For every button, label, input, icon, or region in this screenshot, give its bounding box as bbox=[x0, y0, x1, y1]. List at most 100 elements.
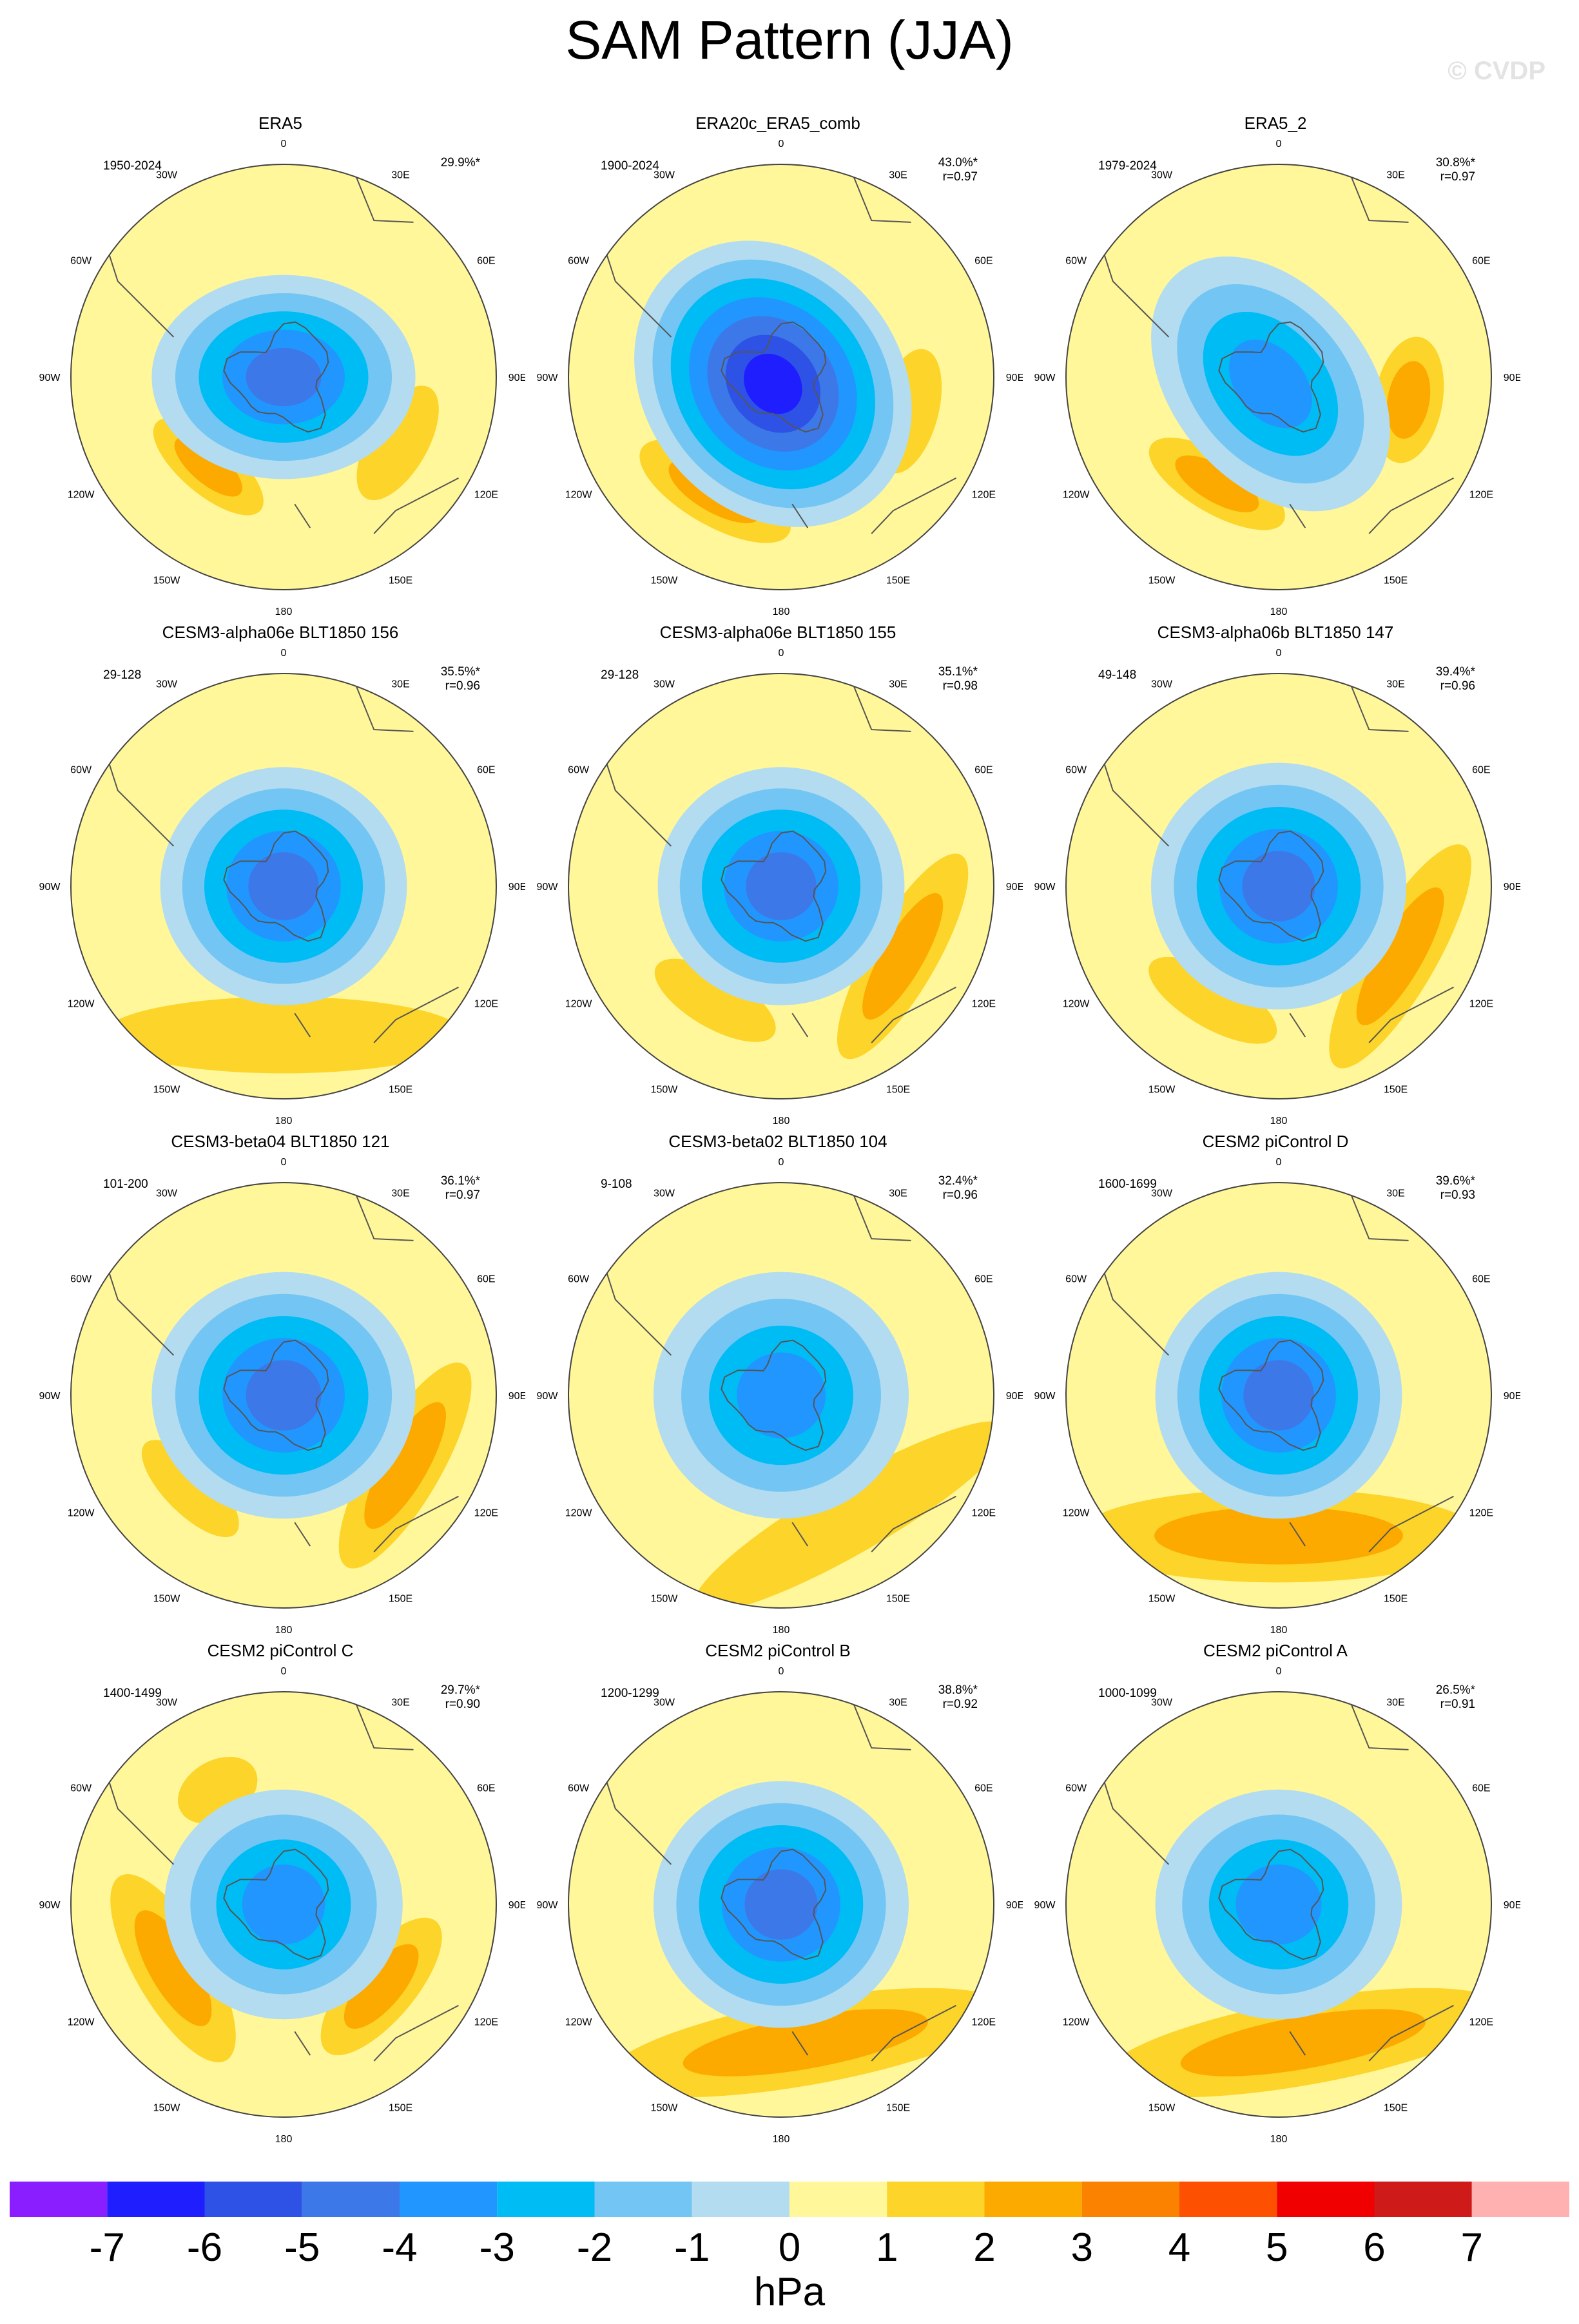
longitude-label: 60W bbox=[1065, 1274, 1087, 1285]
antarctica-coastline bbox=[1218, 830, 1324, 942]
map-border bbox=[568, 164, 994, 590]
map-panel: 0 30E 60E 90E 120E 150E 180 150W 120W 90W 60W 30W CE… bbox=[1031, 1131, 1520, 1640]
colorbar-tick-label: 5 bbox=[1266, 2225, 1288, 2270]
longitude-label: 90E bbox=[1504, 1900, 1520, 1911]
longitude-label: 90W bbox=[537, 1900, 559, 1911]
longitude-label: 0 bbox=[779, 1157, 784, 1168]
longitude-label: 60W bbox=[568, 256, 590, 267]
longitude-label: 60W bbox=[568, 1783, 590, 1794]
longitude-label: 120E bbox=[474, 490, 498, 501]
polar-map: 0 30E 60E 90E 120E 150E 180 150W 120W 90W 60W 30W bbox=[39, 648, 525, 1127]
africa-coastline bbox=[355, 686, 414, 732]
panel-period: 49-148 bbox=[1098, 668, 1137, 682]
panel-title: ERA5 bbox=[258, 113, 302, 133]
map-border bbox=[1065, 164, 1492, 590]
longitude-label: 0 bbox=[1276, 648, 1282, 659]
panel-pattern-corr: r=0.92 bbox=[942, 1698, 978, 1711]
longitude-label: 120W bbox=[68, 490, 95, 501]
polar-map: 0 30E 60E 90E 120E 150E 180 150W 120W 90W 60W 30W bbox=[39, 1666, 525, 2145]
longitude-label: 150W bbox=[153, 1084, 181, 1095]
australia-coastline bbox=[373, 986, 459, 1043]
longitude-label: 150W bbox=[651, 2102, 679, 2113]
panel-title: ERA20c_ERA5_comb bbox=[695, 113, 860, 133]
longitude-label: 0 bbox=[779, 139, 784, 150]
longitude-label: 150E bbox=[886, 1593, 910, 1604]
africa-coastline bbox=[853, 1704, 911, 1750]
panel-variance-pct: 36.1%* bbox=[440, 1174, 480, 1188]
map-panel: 0 30E 60E 90E 120E 150E 180 150W 120W 90W 60W 30W CE… bbox=[533, 1640, 1023, 2149]
longitude-label: 30E bbox=[889, 1188, 907, 1199]
colorbar-tick-label: -4 bbox=[382, 2225, 417, 2270]
panel-variance-pct: 35.1%* bbox=[938, 665, 978, 679]
colorbar-frame bbox=[10, 2182, 1569, 2217]
map-panel: 0 30E 60E 90E 120E 150E 180 150W 120W 90W 60W 30W CE… bbox=[533, 1131, 1023, 1640]
longitude-label: 30E bbox=[1386, 1698, 1404, 1709]
longitude-label: 120W bbox=[68, 1508, 95, 1519]
longitude-label: 150E bbox=[886, 1084, 910, 1095]
longitude-label: 90E bbox=[1006, 1391, 1023, 1402]
longitude-label: 30E bbox=[391, 1698, 409, 1709]
longitude-label: 0 bbox=[281, 1157, 287, 1168]
panel-title: CESM3-beta02 BLT1850 104 bbox=[668, 1132, 887, 1151]
colorbar-tick-label: 4 bbox=[1168, 2225, 1190, 2270]
new-zealand-coastline bbox=[791, 503, 809, 528]
panel-title: CESM2 piControl A bbox=[1203, 1641, 1348, 1660]
low-contour bbox=[242, 1864, 325, 1944]
longitude-label: 150W bbox=[1148, 2102, 1176, 2113]
map-border bbox=[1065, 673, 1492, 1099]
longitude-label: 150E bbox=[389, 1084, 412, 1095]
panel-pattern-corr: r=0.97 bbox=[445, 1188, 480, 1202]
colorbar-tick-label: -5 bbox=[284, 2225, 320, 2270]
new-zealand-coastline bbox=[294, 503, 311, 528]
new-zealand-coastline bbox=[791, 2031, 809, 2056]
longitude-label: 150W bbox=[153, 575, 181, 586]
colorbar-tick-label: 6 bbox=[1363, 2225, 1385, 2270]
panel-pattern-corr: r=0.96 bbox=[1440, 679, 1475, 693]
longitude-label: 60W bbox=[70, 765, 92, 776]
longitude-label: 120E bbox=[972, 1508, 996, 1519]
australia-coastline bbox=[871, 1495, 956, 1553]
low-contour bbox=[1228, 339, 1312, 429]
australia-coastline bbox=[871, 477, 956, 534]
low-contour bbox=[744, 353, 802, 414]
longitude-label: 120W bbox=[68, 2017, 95, 2028]
longitude-label: 30W bbox=[156, 1698, 178, 1709]
polar-map: 0 30E 60E 90E 120E 150E 180 150W 120W 90W 60W 30W bbox=[537, 1157, 1023, 1636]
longitude-label: 150E bbox=[1384, 1084, 1408, 1095]
longitude-label: 180 bbox=[1270, 1116, 1288, 1127]
antarctica-coastline bbox=[223, 1339, 329, 1451]
panel-variance-pct: 29.7%* bbox=[440, 1683, 480, 1697]
longitude-label: 0 bbox=[1276, 1157, 1282, 1168]
longitude-label: 120W bbox=[565, 490, 593, 501]
polar-map: 0 30E 60E 90E 120E 150E 180 150W 120W 90W 60W 30W bbox=[537, 1666, 1023, 2145]
longitude-label: 60E bbox=[477, 256, 495, 267]
longitude-label: 150E bbox=[389, 1593, 412, 1604]
longitude-label: 120W bbox=[565, 2017, 593, 2028]
polar-map: 0 30E 60E 90E 120E 150E 180 150W 120W 90W 60W 30W bbox=[39, 1157, 525, 1636]
panel-title: CESM3-alpha06e BLT1850 156 bbox=[162, 623, 399, 642]
longitude-label: 30W bbox=[156, 1188, 178, 1199]
panel-title: CESM3-alpha06e BLT1850 155 bbox=[659, 623, 896, 642]
panel-period: 29-128 bbox=[601, 668, 639, 682]
map-panel: 0 30E 60E 90E 120E 150E 180 150W 120W 90W 60W 30W CE… bbox=[35, 1640, 525, 2149]
panel-period: 1950-2024 bbox=[103, 159, 162, 173]
low-contour bbox=[246, 347, 322, 407]
longitude-label: 150W bbox=[1148, 1084, 1176, 1095]
low-contour bbox=[1235, 1864, 1322, 1944]
antarctica-coastline bbox=[721, 830, 827, 942]
longitude-label: 150W bbox=[1148, 1593, 1176, 1604]
longitude-label: 120E bbox=[1469, 490, 1493, 501]
antarctica-coastline bbox=[1218, 321, 1324, 433]
longitude-label: 150W bbox=[1148, 575, 1176, 586]
polar-map: 0 30E 60E 90E 120E 150E 180 150W 120W 90W 60W 30W bbox=[1034, 1157, 1520, 1636]
colorbar-tick-label: -1 bbox=[674, 2225, 710, 2270]
panel-period: 1979-2024 bbox=[1098, 159, 1157, 173]
polar-map: 0 30E 60E 90E 120E 150E 180 150W 120W 90W 60W 30W bbox=[39, 139, 525, 617]
map-panel: 0 30E 60E 90E 120E 150E 180 150W 120W 90W 60W 30W ER… bbox=[533, 113, 1023, 622]
panel-variance-pct: 35.5%* bbox=[440, 665, 480, 679]
longitude-label: 120E bbox=[972, 2017, 996, 2028]
longitude-label: 60W bbox=[568, 765, 590, 776]
africa-coastline bbox=[355, 1704, 414, 1750]
longitude-label: 150E bbox=[389, 575, 412, 586]
australia-coastline bbox=[871, 2004, 956, 2062]
